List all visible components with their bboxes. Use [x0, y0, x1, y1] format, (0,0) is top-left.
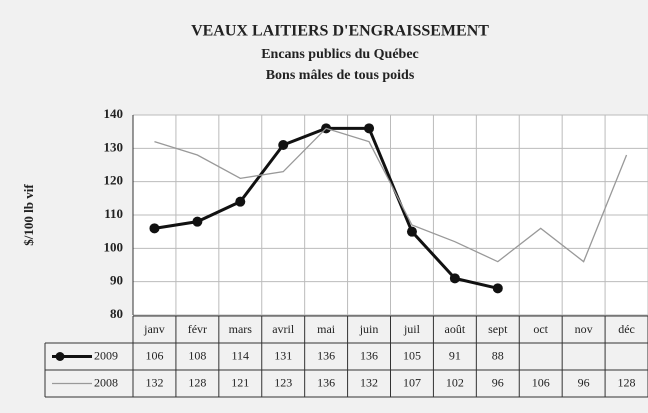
table-cell: 132	[360, 375, 378, 389]
series-line	[154, 127, 628, 263]
x-tick-label: avril	[272, 322, 295, 336]
x-tick-label: oct	[533, 322, 548, 336]
x-tick-label: nov	[575, 322, 593, 336]
table-cell: 96	[578, 375, 590, 389]
table-cell: 88	[492, 348, 504, 362]
chart-subtitle: Bons mâles de tous poids	[266, 68, 415, 83]
y-tick-label: 90	[110, 273, 123, 288]
y-tick-label: 130	[104, 139, 124, 154]
table-cell: 114	[232, 348, 250, 362]
chart-title: VEAUX LAITIERS D'ENGRAISSEMENT	[191, 23, 489, 40]
table-cell: 132	[145, 375, 163, 389]
table-cell: 121	[231, 375, 249, 389]
table-cell: 107	[403, 375, 421, 389]
table-cell: 106	[532, 375, 550, 389]
table-cell: 96	[492, 375, 504, 389]
y-tick-label: 100	[104, 239, 124, 254]
y-tick-label: 140	[104, 106, 124, 121]
y-axis-label: $/100 lb vif	[21, 184, 36, 246]
x-tick-label: août	[445, 322, 466, 336]
x-tick-label: sept	[488, 322, 508, 336]
table-cell: 131	[274, 348, 292, 362]
table-cell: 128	[618, 375, 636, 389]
marker	[149, 223, 160, 234]
y-tick-label: 80	[110, 306, 123, 321]
y-tick-label: 120	[104, 173, 124, 188]
table-cell: 106	[145, 348, 163, 362]
marker	[492, 283, 503, 294]
table-cell: 105	[403, 348, 421, 362]
x-tick-label: déc	[618, 322, 635, 336]
marker	[235, 196, 246, 207]
table-cell: 102	[446, 375, 464, 389]
x-tick-label: juil	[403, 322, 421, 336]
table-cell: 123	[274, 375, 292, 389]
legend-marker	[55, 352, 65, 361]
y-tick-label: 110	[104, 206, 123, 221]
table-cell: 136	[317, 375, 335, 389]
marker	[278, 140, 289, 150]
chart-subtitle: Encans publics du Québec	[261, 47, 419, 62]
marker	[192, 216, 203, 227]
legend-label: 2009	[94, 348, 118, 362]
x-tick-label: mars	[229, 322, 253, 336]
table-cell: 108	[188, 348, 206, 362]
x-tick-label: mai	[317, 322, 336, 336]
table-cell: 128	[188, 375, 206, 389]
table-cell: 136	[317, 348, 335, 362]
table-cell: 91	[449, 348, 461, 362]
x-tick-label: févr	[188, 322, 207, 336]
legend-label: 2008	[94, 375, 118, 389]
marker	[406, 226, 417, 237]
x-tick-label: juin	[359, 322, 379, 336]
marker	[449, 273, 460, 284]
table-cell: 136	[360, 348, 378, 362]
marker	[364, 123, 375, 134]
x-tick-label: janv	[143, 322, 165, 336]
